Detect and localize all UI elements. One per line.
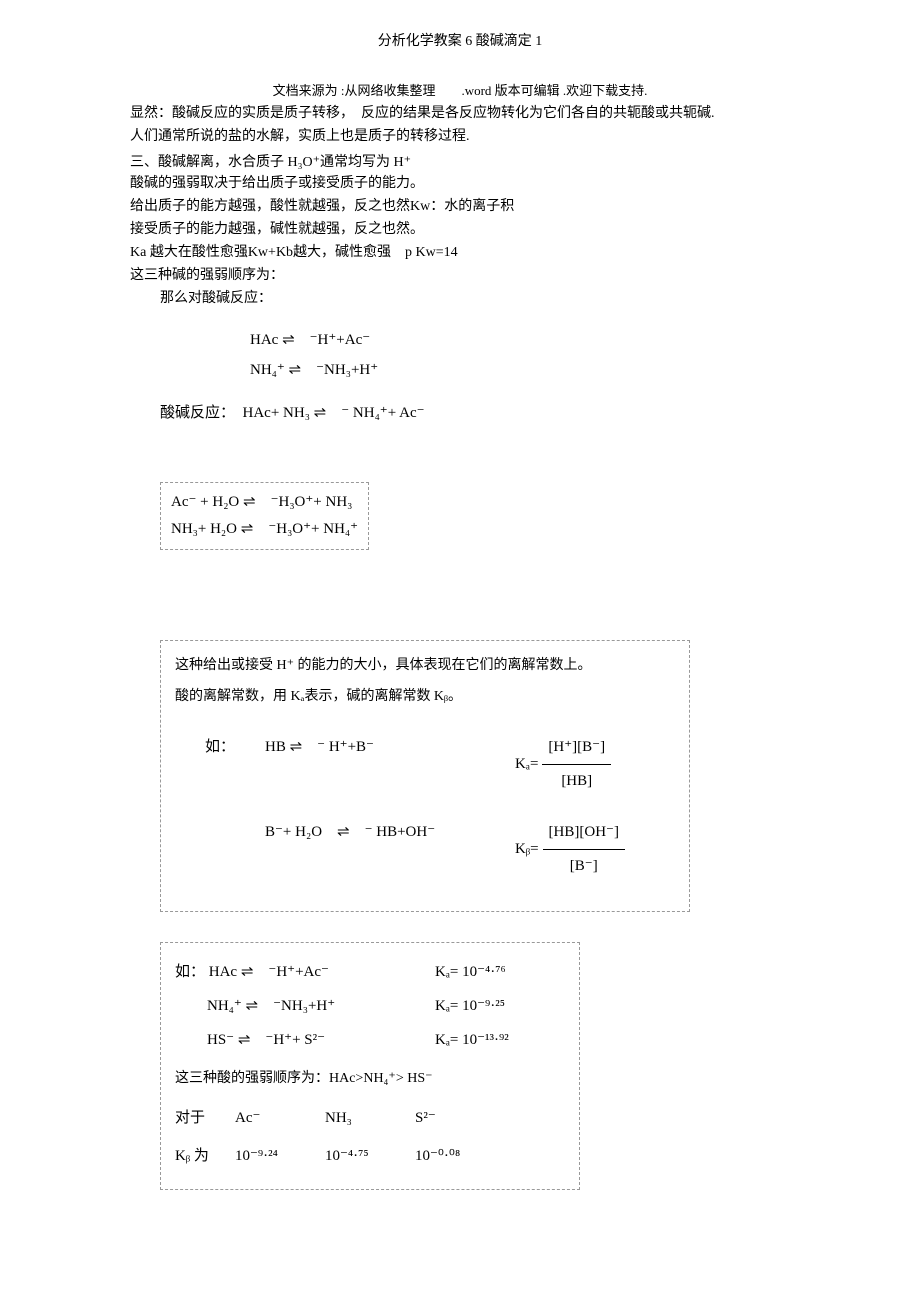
- fraction-2-num: [HB][OH⁻]: [543, 816, 625, 850]
- formula-1-left: HB ⇌ ⁻ H⁺+B⁻: [265, 731, 515, 798]
- formula-row-2: B⁻+ H₂O ⇌ ⁻ HB+OH⁻ Kᵦ = [HB][OH⁻] [B⁻]: [175, 816, 675, 883]
- intro-line-2: 人们通常所说的盐的水解，实质上也是质子的转移过程.: [130, 126, 790, 147]
- equals-sign-2: =: [530, 833, 538, 866]
- strength-line-1: 酸碱的强弱取决于给出质子或接受质子的能力。: [130, 173, 790, 194]
- equation-1: HAc ⇌ ⁻H⁺+Ac⁻: [250, 325, 790, 355]
- kb-table: 对于 Ac⁻ NH₃ S²⁻ Kᵦ 为 10⁻⁹·²⁴ 10⁻⁴·⁷⁵ 10⁻⁰…: [175, 1103, 565, 1171]
- section-3-heading: 三、酸碱解离，水合质子 H₃O⁺通常均写为 H⁺: [130, 151, 790, 171]
- example-1-left: 如： HAc ⇌ ⁻H⁺+Ac⁻: [175, 957, 435, 987]
- strength-line-3: 接受质子的能力越强，碱性就越强，反之也然。: [130, 219, 790, 240]
- fraction-1-den: [HB]: [542, 765, 611, 798]
- kb-c2-2: 10⁻⁴·⁷⁵: [325, 1141, 415, 1171]
- intro-line-1: 显然：酸碱反应的实质是质子转移， 反应的结果是各反应物转化为它们各自的共轭酸或共…: [130, 103, 790, 124]
- description-line-1: 这种给出或接受 H⁺ 的能力的大小，具体表现在它们的离解常数上。: [175, 651, 675, 682]
- hydrolysis-box: Ac⁻ + H₂O ⇌ ⁻H₃O⁺+ NH₃ NH₃+ H₂O ⇌ ⁻H₃O⁺+…: [160, 482, 369, 550]
- kb-c2-1: 10⁻⁹·²⁴: [235, 1141, 325, 1171]
- page-title: 分析化学教案 6 酸碱滴定 1: [130, 30, 790, 50]
- source-line: 文档来源为 :从网络收集整理 .word 版本可编辑 .欢迎下载支持.: [130, 80, 790, 99]
- formula-2-k: Kᵦ: [515, 833, 530, 866]
- example-1-eq: HAc ⇌ ⁻H⁺+Ac⁻: [209, 964, 329, 980]
- description-box: 这种给出或接受 H⁺ 的能力的大小，具体表现在它们的离解常数上。 酸的离解常数，…: [160, 640, 690, 912]
- kb-label-2: Kᵦ 为: [175, 1141, 235, 1171]
- formula-label-1: 如：: [205, 731, 265, 798]
- kb-c1-2: NH₃: [325, 1103, 415, 1133]
- example-3-right: Kₐ= 10⁻¹³·⁹²: [435, 1025, 565, 1055]
- kb-c1-1: Ac⁻: [235, 1103, 325, 1133]
- hydrolysis-eq-2: NH₃+ H₂O ⇌ ⁻H₃O⁺+ NH₄⁺: [171, 516, 358, 543]
- example-label: 如：: [175, 964, 205, 980]
- example-row-1: 如： HAc ⇌ ⁻H⁺+Ac⁻ Kₐ= 10⁻⁴·⁷⁶: [175, 957, 565, 987]
- acid-base-reaction: 酸碱反应： HAc+ NH₃ ⇌ ⁻ NH₄⁺+ Ac⁻: [160, 401, 790, 422]
- strength-line-6: 那么对酸碱反应：: [160, 288, 790, 309]
- fraction-2: [HB][OH⁻] [B⁻]: [543, 816, 625, 883]
- kb-c2-3: 10⁻⁰·⁰⁸: [415, 1141, 505, 1171]
- formula-2-right: Kᵦ = [HB][OH⁻] [B⁻]: [515, 816, 629, 883]
- kb-label-1: 对于: [175, 1103, 235, 1133]
- kb-c1-3: S²⁻: [415, 1103, 505, 1133]
- formula-1-right: Kₐ = [H⁺][B⁻] [HB]: [515, 731, 615, 798]
- example-1-right: Kₐ= 10⁻⁴·⁷⁶: [435, 957, 565, 987]
- strength-line-5: 这三种碱的强弱顺序为：: [130, 265, 790, 286]
- strength-line-2: 给出质子的能方越强，酸性就越强，反之也然Kw：水的离子积: [130, 196, 790, 217]
- formula-label-2: [205, 816, 265, 883]
- description-line-2: 酸的离解常数，用 Kₐ表示，碱的离解常数 Kᵦ。: [175, 682, 675, 713]
- equation-2: NH₄⁺ ⇌ ⁻NH₃+H⁺: [250, 355, 790, 385]
- formula-1-k: Kₐ: [515, 748, 530, 781]
- examples-box: 如： HAc ⇌ ⁻H⁺+Ac⁻ Kₐ= 10⁻⁴·⁷⁶ NH₄⁺ ⇌ ⁻NH₃…: [160, 942, 580, 1190]
- kb-table-row-1: 对于 Ac⁻ NH₃ S²⁻: [175, 1103, 565, 1133]
- strength-line-4: Ka 越大在酸性愈强Kw+Kb越大，碱性愈强 p Kw=14: [130, 242, 790, 263]
- example-2-right: Kₐ= 10⁻⁹·²⁵: [435, 991, 565, 1021]
- kb-table-row-2: Kᵦ 为 10⁻⁹·²⁴ 10⁻⁴·⁷⁵ 10⁻⁰·⁰⁸: [175, 1141, 565, 1171]
- fraction-2-den: [B⁻]: [543, 850, 625, 883]
- example-2-left: NH₄⁺ ⇌ ⁻NH₃+H⁺: [175, 991, 435, 1021]
- fraction-1: [H⁺][B⁻] [HB]: [542, 731, 611, 798]
- example-row-3: HS⁻ ⇌ ⁻H⁺+ S²⁻ Kₐ= 10⁻¹³·⁹²: [175, 1025, 565, 1055]
- equals-sign: =: [530, 748, 538, 781]
- example-row-2: NH₄⁺ ⇌ ⁻NH₃+H⁺ Kₐ= 10⁻⁹·²⁵: [175, 991, 565, 1021]
- hydrolysis-eq-1: Ac⁻ + H₂O ⇌ ⁻H₃O⁺+ NH₃: [171, 489, 358, 516]
- formula-row-1: 如： HB ⇌ ⁻ H⁺+B⁻ Kₐ = [H⁺][B⁻] [HB]: [175, 731, 675, 798]
- example-3-left: HS⁻ ⇌ ⁻H⁺+ S²⁻: [175, 1025, 435, 1055]
- equation-block-1: HAc ⇌ ⁻H⁺+Ac⁻ NH₄⁺ ⇌ ⁻NH₃+H⁺: [250, 325, 790, 385]
- fraction-1-num: [H⁺][B⁻]: [542, 731, 611, 765]
- acid-ordering: 这三种酸的强弱顺序为：HAc>NH₄⁺> HS⁻: [175, 1065, 565, 1093]
- formula-2-left: B⁻+ H₂O ⇌ ⁻ HB+OH⁻: [265, 816, 515, 883]
